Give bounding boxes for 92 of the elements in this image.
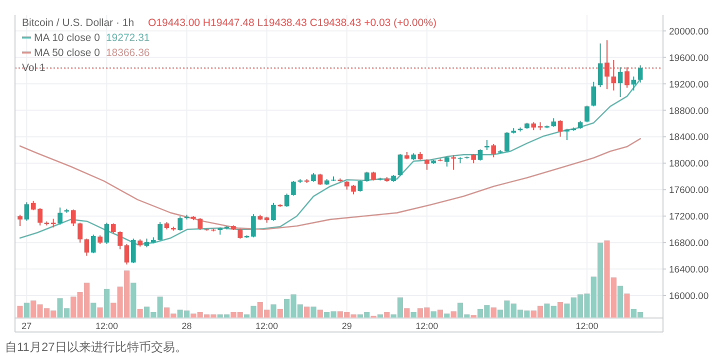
- bar: [450, 311, 456, 318]
- y-tick-label: 19200.00: [669, 79, 709, 90]
- candlestick: [638, 64, 643, 83]
- x-tick-label: 12:00: [416, 321, 438, 331]
- candlestick: [598, 42, 603, 88]
- candlestick: [78, 222, 82, 244]
- candlestick: [364, 171, 370, 182]
- bar: [430, 311, 436, 318]
- bar: [310, 306, 316, 318]
- y-tick-label: 17600.00: [669, 185, 709, 196]
- candlestick: [584, 105, 590, 123]
- y-tick-label: 17200.00: [669, 212, 709, 223]
- bar: [437, 310, 444, 318]
- bar: [624, 294, 630, 318]
- x-tick-label: 12:00: [576, 321, 598, 331]
- candlestick: [504, 132, 510, 152]
- candlestick: [631, 76, 636, 91]
- candlestick: [178, 216, 182, 232]
- candlestick: [398, 153, 403, 176]
- y-tick-label: 19600.00: [669, 52, 709, 64]
- annotation: 18366.36: [106, 47, 150, 59]
- candlestick: [558, 120, 563, 138]
- bar: [444, 314, 450, 318]
- bar: [17, 306, 23, 318]
- candlestick: [110, 222, 116, 234]
- candlestick: [424, 158, 430, 170]
- bar: [304, 306, 310, 318]
- candlestick: [451, 154, 456, 170]
- bar: [130, 282, 136, 318]
- candlestick: [318, 173, 323, 186]
- annotation: 19272.31: [106, 32, 150, 44]
- chart-title: Vol 1: [22, 62, 46, 74]
- bar: [377, 314, 383, 318]
- y-tick-label: 18400.00: [669, 132, 709, 144]
- bar: [137, 308, 143, 318]
- x-tick-label: 28: [182, 321, 192, 331]
- candlestick: [30, 200, 36, 211]
- y-tick-label: 16000.00: [669, 291, 709, 302]
- x-tick-label: 12:00: [95, 321, 118, 331]
- bar: [90, 302, 96, 318]
- candlestick: [284, 193, 290, 208]
- candlestick: [471, 153, 476, 164]
- y-tick-label: 16400.00: [669, 264, 709, 276]
- bar: [618, 286, 624, 318]
- y-tick-label: 20000.00: [669, 26, 709, 38]
- candlestick: [484, 140, 490, 150]
- candlestick: [70, 209, 76, 227]
- candlestick: [591, 81, 596, 107]
- candlestick: [158, 222, 162, 242]
- legend-label: MA 10 close 0: [34, 32, 100, 44]
- candlestick: [358, 180, 363, 192]
- annotation: O19443.00 H19447.48 L19438.43 C19438.43 +0.03 (+0.00%): [148, 17, 436, 29]
- candlestick: [90, 234, 96, 254]
- bar: [384, 312, 390, 318]
- bar: [490, 307, 496, 318]
- y-tick-label: 16800.00: [669, 238, 709, 250]
- candlestick: [478, 148, 483, 162]
- y-tick-label: 18800.00: [669, 106, 709, 117]
- candlestick: [24, 202, 30, 222]
- candlestick: [118, 230, 122, 250]
- candlestick: [18, 214, 22, 227]
- x-tick-label: 12:00: [256, 321, 278, 331]
- bar: [404, 308, 410, 318]
- bar: [277, 308, 283, 318]
- x-tick-label: 27: [22, 321, 32, 331]
- text: 自11月27日以来进行比特币交易。: [5, 340, 187, 354]
- candlestick: [104, 222, 110, 244]
- y-tick-label: 18000.00: [669, 158, 709, 170]
- bar: [270, 304, 276, 318]
- candlestick: [238, 228, 243, 240]
- candlestick: [198, 218, 202, 231]
- candlestick: [58, 207, 62, 226]
- candlestick: [38, 208, 42, 226]
- candlestick: [130, 238, 136, 264]
- bar: [317, 310, 323, 318]
- bar: [24, 302, 30, 318]
- candlestick: [84, 238, 90, 256]
- candlestick: [271, 202, 276, 222]
- candlestick: [124, 243, 130, 265]
- chart-title: Bitcoin / U.S. Dollar · 1h: [22, 17, 134, 29]
- candlestick: [444, 156, 450, 167]
- bar: [97, 307, 103, 318]
- candlestick: [251, 214, 256, 238]
- candlestick: [351, 184, 356, 195]
- legend-label: MA 50 close 0: [34, 47, 100, 59]
- bar: [410, 312, 416, 318]
- candlestick: [491, 144, 496, 158]
- candlestick: [291, 180, 296, 196]
- candlestick: [618, 66, 623, 98]
- bar: [557, 302, 564, 318]
- bar: [104, 288, 110, 318]
- x-tick-label: 29: [342, 321, 352, 331]
